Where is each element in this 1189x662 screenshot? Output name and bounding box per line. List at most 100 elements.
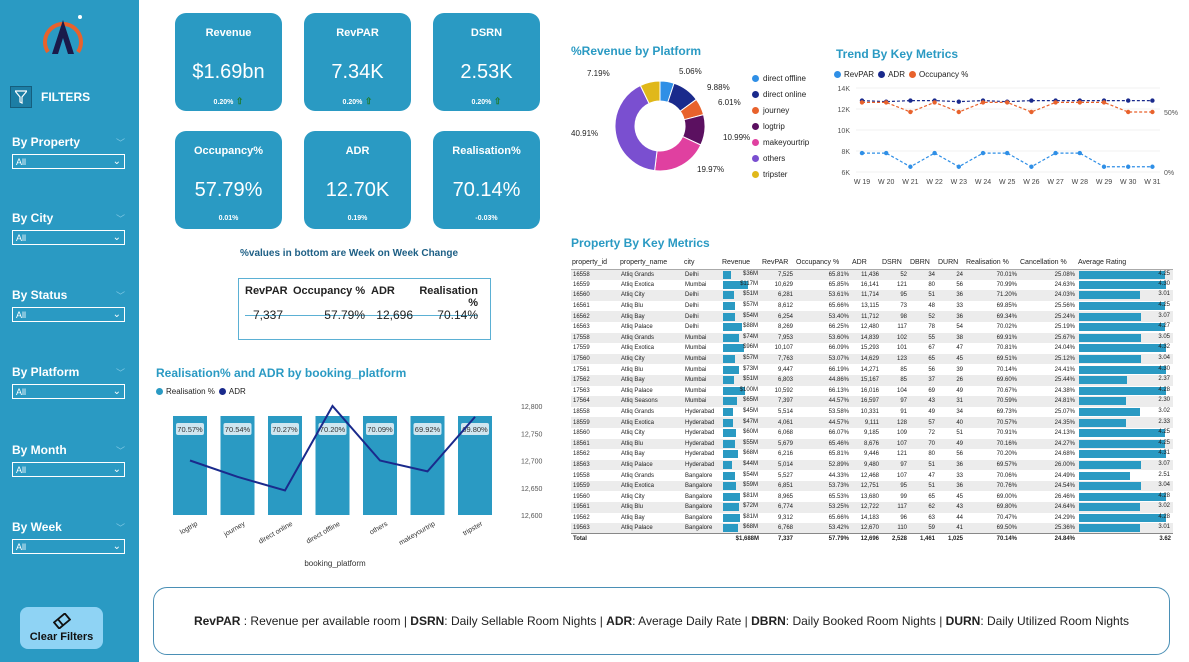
column-header[interactable]: RevPAR: [761, 256, 795, 270]
x-tick-label: W 26: [1023, 179, 1039, 186]
table-cell: $72M: [721, 502, 761, 513]
table-cell: 5,014: [761, 459, 795, 471]
table-cell: Atliq Blu: [621, 366, 644, 373]
table-cell: 18560: [573, 430, 590, 437]
table-cell: 7,397: [761, 396, 795, 407]
filter-dropdown[interactable]: All ⌄: [12, 307, 125, 322]
table-cell: 16,016: [860, 387, 879, 394]
table-cell: 12,751: [851, 480, 881, 492]
atliq-logo-icon: [43, 15, 83, 54]
filter-by-platform: By Platform ﹀ All ⌄: [12, 365, 125, 399]
table-cell: 19563: [571, 523, 619, 534]
table-cell: 1,461: [909, 533, 937, 545]
table-cell: 24.35%: [1019, 417, 1077, 428]
table-cell: $51M: [721, 374, 761, 386]
rating-value: 2.33: [1158, 418, 1170, 425]
chevron-down-icon: ⌄: [112, 463, 121, 475]
filter-label: By Property ﹀: [12, 135, 125, 149]
filter-dropdown[interactable]: All ⌄: [12, 154, 125, 169]
table-cell: 24.68%: [1054, 451, 1075, 458]
chevron-down-icon[interactable]: ﹀: [115, 445, 125, 456]
column-header[interactable]: Realisation %: [965, 256, 1019, 270]
donut-chart: [614, 80, 706, 172]
column-header[interactable]: Average Rating: [1077, 256, 1173, 270]
filter-dropdown[interactable]: All ⌄: [12, 462, 125, 477]
table-cell: 73: [900, 303, 907, 310]
revenue-bar-fill: [723, 333, 739, 342]
x-tick-label: W 24: [975, 179, 991, 186]
eraser-icon: [52, 613, 71, 629]
revenue-bar: $55M: [723, 439, 759, 448]
x-axis-title: booking_platform: [304, 559, 366, 568]
kpi-change: 0.20% ⇧: [304, 96, 411, 107]
rating-value: 4.30: [1158, 280, 1170, 287]
table-cell: 62: [909, 502, 937, 513]
y2-tick-label: 12,800: [521, 404, 543, 411]
table-cell: Total: [571, 533, 619, 545]
revenue-bar: $74M: [723, 333, 759, 342]
rating-value: 4.27: [1158, 323, 1170, 330]
table-row: 16558 Atliq Grands Delhi $36M 7,525 65.81% 11,…: [571, 269, 1173, 280]
filter-label-text: By Month: [12, 443, 67, 457]
table-cell: 123: [881, 353, 909, 365]
legend-realisation: Realisation %: [166, 387, 215, 396]
column-header[interactable]: city: [683, 256, 721, 270]
chevron-down-icon[interactable]: ﹀: [115, 213, 125, 224]
table-cell: 13,115: [861, 303, 879, 310]
donut-data-label: 9.88%: [707, 83, 730, 92]
legend-dot: [752, 138, 759, 146]
table-cell: 70.47%: [996, 514, 1017, 521]
table-cell: 2.33: [1077, 417, 1173, 428]
table-cell: 57.79%: [795, 533, 851, 545]
clear-filters-button[interactable]: Clear Filters: [20, 607, 103, 649]
table-cell: 25.67%: [1019, 332, 1077, 344]
rating-bar-fill: [1079, 397, 1126, 406]
summary-table: RevPAR Occupancy % ADR Realisation % 7,3…: [238, 278, 491, 340]
x-tick-label: W 25: [999, 179, 1015, 186]
filter-dropdown[interactable]: All ⌄: [12, 230, 125, 245]
revenue-bar-fill: [723, 355, 736, 364]
property-table: property_id property_name city Revenue RevPA…: [571, 256, 1173, 552]
rating-bar: 3.05: [1079, 333, 1171, 342]
revenue-bar-fill: [723, 365, 739, 374]
revenue-bar-fill: [723, 492, 741, 501]
table-cell: Bangalore: [683, 480, 721, 492]
table-cell: 7,525: [761, 269, 795, 280]
revenue-bar: $96M: [723, 344, 759, 353]
rating-bar: 4.25: [1079, 429, 1171, 438]
column-header[interactable]: DBRN: [909, 256, 937, 270]
revenue-value: $59M: [742, 482, 758, 489]
table-cell: $74M: [721, 332, 761, 344]
kpi-change-value: 0.20%: [213, 99, 234, 106]
column-header[interactable]: Revenue: [721, 256, 761, 270]
column-header[interactable]: property_name: [619, 256, 683, 270]
column-header[interactable]: Cancellation %: [1019, 256, 1077, 270]
chevron-down-icon[interactable]: ﹀: [115, 137, 125, 148]
table-cell: Atliq Palace: [619, 459, 683, 471]
donut-legend-label: direct online: [763, 89, 807, 99]
column-header[interactable]: Occupancy %: [795, 256, 851, 270]
chevron-down-icon[interactable]: ﹀: [115, 522, 125, 533]
column-header[interactable]: DSRN: [881, 256, 909, 270]
table-cell: 4.25: [1077, 438, 1173, 450]
column-header[interactable]: property_id: [571, 256, 619, 270]
table-cell: $44M: [721, 459, 761, 471]
occupancy-point: [1101, 100, 1107, 105]
table-cell: 9,111: [851, 417, 881, 428]
filter-dropdown[interactable]: All ⌄: [12, 384, 125, 399]
revenue-bar: $54M: [723, 312, 759, 321]
table-cell: 99: [900, 493, 907, 500]
table-cell: 8,612: [777, 303, 793, 310]
revenue-value: $72M: [742, 503, 758, 510]
chevron-down-icon[interactable]: ﹀: [115, 367, 125, 378]
column-header[interactable]: ADR: [851, 256, 881, 270]
filter-label: By City ﹀: [12, 211, 125, 225]
table-cell: 70.67%: [996, 387, 1017, 394]
chevron-down-icon[interactable]: ﹀: [115, 290, 125, 301]
table-cell: Delhi: [683, 311, 721, 322]
rating-bar: 4.25: [1079, 270, 1171, 279]
column-header[interactable]: DURN: [937, 256, 965, 270]
filter-dropdown[interactable]: All ⌄: [12, 539, 125, 554]
rating-bar-fill: [1079, 344, 1167, 353]
table-cell: 41: [937, 523, 965, 534]
